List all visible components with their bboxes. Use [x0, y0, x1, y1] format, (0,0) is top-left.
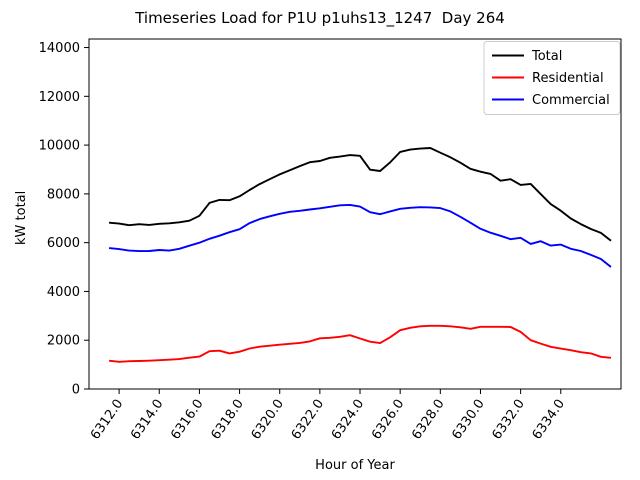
series-line-commercial	[109, 203, 612, 268]
svg-text:8000: 8000	[47, 187, 80, 202]
axes-frame	[88, 38, 622, 390]
chart-title: Timeseries Load for P1U p1uhs13_1247 Day…	[135, 9, 505, 27]
svg-text:6332.0: 6332.0	[490, 397, 528, 443]
legend-label-residential: Residential	[532, 71, 604, 86]
svg-text:6318.0: 6318.0	[208, 397, 246, 443]
svg-text:6334.0: 6334.0	[530, 397, 568, 443]
svg-text:0: 0	[72, 383, 80, 398]
svg-text:2000: 2000	[47, 334, 80, 349]
legend: Total Residential Commercial	[483, 41, 621, 115]
series-line-total	[109, 147, 612, 242]
svg-text:6330.0: 6330.0	[449, 397, 487, 443]
svg-text:6000: 6000	[47, 236, 80, 251]
svg-text:6316.0: 6316.0	[168, 397, 206, 443]
svg-text:6320.0: 6320.0	[249, 397, 287, 443]
x-axis-label: Hour of Year	[315, 458, 395, 473]
legend-label-total: Total	[531, 49, 562, 64]
svg-text:6328.0: 6328.0	[409, 397, 447, 443]
series-line-residential	[108, 324, 612, 363]
svg-text:12000: 12000	[39, 90, 80, 105]
svg-text:6324.0: 6324.0	[329, 397, 367, 443]
svg-text:4000: 4000	[47, 285, 80, 300]
legend-label-commercial: Commercial	[532, 93, 610, 108]
svg-text:14000: 14000	[39, 41, 80, 56]
legend-box	[483, 41, 621, 115]
svg-text:10000: 10000	[39, 139, 80, 154]
svg-text:6322.0: 6322.0	[289, 397, 327, 443]
svg-text:6326.0: 6326.0	[369, 397, 407, 443]
svg-text:6314.0: 6314.0	[128, 397, 166, 443]
y-axis-label: kW total	[14, 190, 29, 245]
svg-text:6312.0: 6312.0	[88, 397, 126, 443]
